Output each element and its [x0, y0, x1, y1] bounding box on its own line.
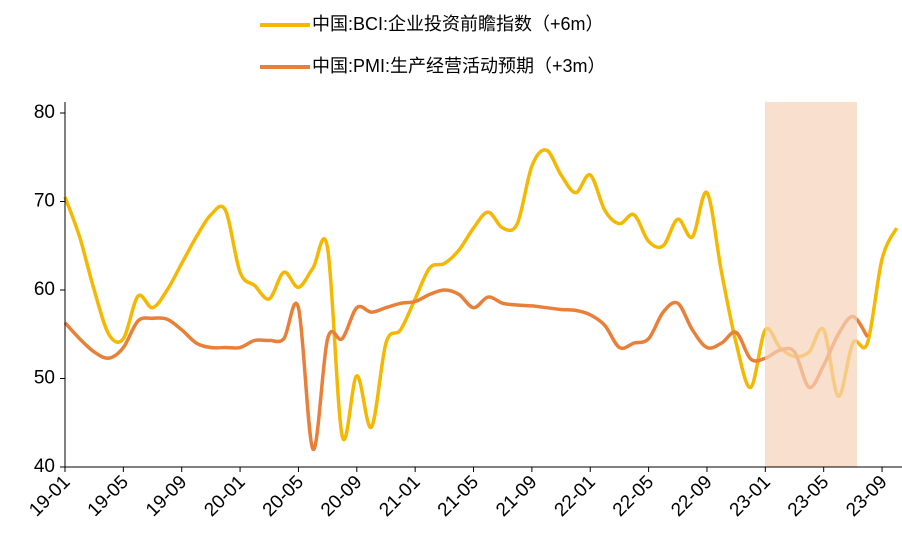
x-tick-label: 19-09 [142, 472, 191, 521]
highlight-band [765, 102, 857, 467]
x-tick-label: 23-01 [726, 472, 775, 521]
y-tick-label: 50 [34, 368, 55, 389]
x-tick-label: 22-09 [667, 472, 716, 521]
x-tick-label: 20-01 [200, 472, 249, 521]
series-line [63, 288, 869, 452]
legend-text: 中国:PMI:生产经营活动预期（+3m） [312, 56, 606, 76]
y-tick-label: 60 [34, 279, 55, 300]
x-tick-label: 20-09 [317, 472, 366, 521]
x-tick-label: 21-09 [492, 472, 541, 521]
series-line [63, 148, 899, 442]
x-tick-label: 23-05 [784, 472, 833, 521]
x-tick-label: 22-01 [551, 472, 600, 521]
x-tick-label: 21-05 [434, 472, 483, 521]
y-tick-label: 80 [34, 102, 55, 123]
legend-text: 中国:BCI:企业投资前瞻指数（+6m） [312, 14, 604, 34]
x-tick-label: 19-01 [25, 472, 74, 521]
x-tick-label: 20-05 [259, 472, 308, 521]
x-tick-label: 19-05 [84, 472, 133, 521]
y-tick-label: 40 [34, 456, 55, 477]
plot-area [63, 148, 899, 452]
y-tick-label: 70 [34, 191, 55, 212]
x-tick-label: 23-09 [842, 472, 891, 521]
x-tick-label: 22-05 [609, 472, 658, 521]
x-tick-label: 21-01 [375, 472, 424, 521]
